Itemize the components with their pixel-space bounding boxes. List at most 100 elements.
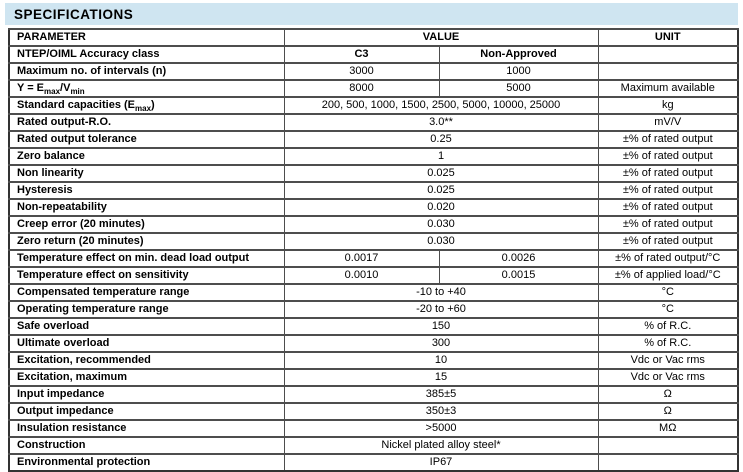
value-cell: 0.0017 bbox=[283, 249, 440, 268]
value-cell: 350±3 bbox=[283, 402, 599, 421]
parameter-cell: Safe overload bbox=[8, 317, 285, 336]
parameter-cell: Excitation, maximum bbox=[8, 368, 285, 387]
value-cell: Non-Approved bbox=[438, 45, 599, 64]
parameter-cell: Ultimate overload bbox=[8, 334, 285, 353]
unit-cell: ±% of rated output bbox=[597, 232, 739, 251]
table-row: Insulation resistance >5000 MΩ bbox=[8, 419, 739, 438]
unit-cell: ±% of rated output bbox=[597, 215, 739, 234]
table-row: Operating temperature range -20 to +60 °C bbox=[8, 300, 739, 319]
table-row: Rated output-R.O. 3.0** mV/V bbox=[8, 113, 739, 132]
unit-cell: ±% of applied load/°C bbox=[597, 266, 739, 285]
parameter-cell: Hysteresis bbox=[8, 181, 285, 200]
table-row: Output impedance 350±3 Ω bbox=[8, 402, 739, 421]
value-cell: 1000 bbox=[438, 62, 599, 81]
table-row: Safe overload 150% of R.C. bbox=[8, 317, 739, 336]
unit-cell: % of R.C. bbox=[597, 334, 739, 353]
unit-cell: mV/V bbox=[597, 113, 739, 132]
value-cell: Nickel plated alloy steel* bbox=[283, 436, 599, 455]
parameter-cell: Output impedance bbox=[8, 402, 285, 421]
value-cell: 300 bbox=[283, 334, 599, 353]
table-row: Non linearity 0.025 ±% of rated output bbox=[8, 164, 739, 183]
value-cell: 1 bbox=[283, 147, 599, 166]
page-title: SPECIFICATIONS bbox=[14, 6, 134, 22]
parameter-cell: Non linearity bbox=[8, 164, 285, 183]
table-row: Compensated temperature range -10 to +40 °… bbox=[8, 283, 739, 302]
value-cell: 200, 500, 1000, 1500, 2500, 5000, 10000,… bbox=[283, 96, 599, 115]
specifications-table: PARAMETER VALUE UNIT NTEP/OIML Accuracy … bbox=[8, 28, 739, 472]
table-row: Input impedance 385±5 Ω bbox=[8, 385, 739, 404]
value-cell: 0.0015 bbox=[438, 266, 599, 285]
parameter-cell: Temperature effect on min. dead load out… bbox=[8, 249, 285, 268]
table-row: Creep error (20 minutes) 0.030 ±% of rated… bbox=[8, 215, 739, 234]
value-cell: 0.0026 bbox=[438, 249, 599, 268]
value-cell: 3.0** bbox=[283, 113, 599, 132]
value-cell: 0.25 bbox=[283, 130, 599, 149]
unit-cell: ±% of rated output bbox=[597, 164, 739, 183]
table-row: Non-repeatability 0.020 ±% of rated output bbox=[8, 198, 739, 217]
parameter-cell: Rated output-R.O. bbox=[8, 113, 285, 132]
parameter-cell: Construction bbox=[8, 436, 285, 455]
parameter-column-header: PARAMETER bbox=[8, 28, 285, 47]
value-cell: 150 bbox=[283, 317, 599, 336]
value-cell: -20 to +60 bbox=[283, 300, 599, 319]
table-row: Rated output tolerance 0.25 ±% of rated ou… bbox=[8, 130, 739, 149]
table-row: NTEP/OIML Accuracy class C3 Non-Approved bbox=[8, 45, 739, 64]
table-header-row: PARAMETER VALUE UNIT bbox=[8, 28, 739, 47]
parameter-cell: Input impedance bbox=[8, 385, 285, 404]
value-cell: 0.030 bbox=[283, 215, 599, 234]
parameter-cell: Zero balance bbox=[8, 147, 285, 166]
spec-table-body: NTEP/OIML Accuracy class C3 Non-Approved Ma… bbox=[8, 45, 739, 472]
table-row: Standard capacities (Emax) 200, 500, 1000… bbox=[8, 96, 739, 115]
parameter-cell: Rated output tolerance bbox=[8, 130, 285, 149]
unit-cell: Maximum available bbox=[597, 79, 739, 98]
parameter-cell: Creep error (20 minutes) bbox=[8, 215, 285, 234]
parameter-cell: Maximum no. of intervals (n) bbox=[8, 62, 285, 81]
table-row: Y = Emax/Vmin 8000 5000 Maximum available bbox=[8, 79, 739, 98]
value-cell: >5000 bbox=[283, 419, 599, 438]
unit-cell bbox=[597, 62, 739, 81]
unit-column-header: UNIT bbox=[597, 28, 739, 47]
value-cell: 0.025 bbox=[283, 181, 599, 200]
specifications-title-bar: SPECIFICATIONS bbox=[5, 3, 738, 25]
value-cell: 0.020 bbox=[283, 198, 599, 217]
unit-cell: Ω bbox=[597, 385, 739, 404]
unit-cell: kg bbox=[597, 96, 739, 115]
table-row: Construction Nickel plated alloy steel* bbox=[8, 436, 739, 455]
parameter-cell: Temperature effect on sensitivity bbox=[8, 266, 285, 285]
unit-cell bbox=[597, 436, 739, 455]
table-row: Temperature effect on sensitivity 0.0010 0… bbox=[8, 266, 739, 285]
value-cell: 0.0010 bbox=[283, 266, 440, 285]
unit-cell: ±% of rated output bbox=[597, 130, 739, 149]
parameter-cell: Non-repeatability bbox=[8, 198, 285, 217]
unit-cell: MΩ bbox=[597, 419, 739, 438]
value-cell: 10 bbox=[283, 351, 599, 370]
value-cell: 3000 bbox=[283, 62, 440, 81]
value-cell: 0.025 bbox=[283, 164, 599, 183]
unit-cell bbox=[597, 45, 739, 64]
value-cell: 15 bbox=[283, 368, 599, 387]
table-row: Zero balance 1 ±% of rated output bbox=[8, 147, 739, 166]
parameter-cell: Y = Emax/Vmin bbox=[8, 79, 285, 98]
unit-cell: Ω bbox=[597, 402, 739, 421]
unit-cell: °C bbox=[597, 300, 739, 319]
parameter-cell: Compensated temperature range bbox=[8, 283, 285, 302]
table-row: Excitation, maximum 15 Vdc or Vac rms bbox=[8, 368, 739, 387]
unit-cell: Vdc or Vac rms bbox=[597, 351, 739, 370]
parameter-cell: Zero return (20 minutes) bbox=[8, 232, 285, 251]
value-cell: 385±5 bbox=[283, 385, 599, 404]
parameter-cell: Standard capacities (Emax) bbox=[8, 96, 285, 115]
unit-cell: ±% of rated output bbox=[597, 147, 739, 166]
unit-cell: ±% of rated output bbox=[597, 181, 739, 200]
parameter-cell: Excitation, recommended bbox=[8, 351, 285, 370]
value-cell: 0.030 bbox=[283, 232, 599, 251]
unit-cell: °C bbox=[597, 283, 739, 302]
parameter-cell: NTEP/OIML Accuracy class bbox=[8, 45, 285, 64]
value-cell: -10 to +40 bbox=[283, 283, 599, 302]
table-row: Zero return (20 minutes) 0.030 ±% of rated… bbox=[8, 232, 739, 251]
table-row: Maximum no. of intervals (n) 3000 1000 bbox=[8, 62, 739, 81]
value-cell: 5000 bbox=[438, 79, 599, 98]
unit-cell: ±% of rated output/°C bbox=[597, 249, 739, 268]
unit-cell: ±% of rated output bbox=[597, 198, 739, 217]
table-row: Hysteresis 0.025 ±% of rated output bbox=[8, 181, 739, 200]
value-cell: C3 bbox=[283, 45, 440, 64]
